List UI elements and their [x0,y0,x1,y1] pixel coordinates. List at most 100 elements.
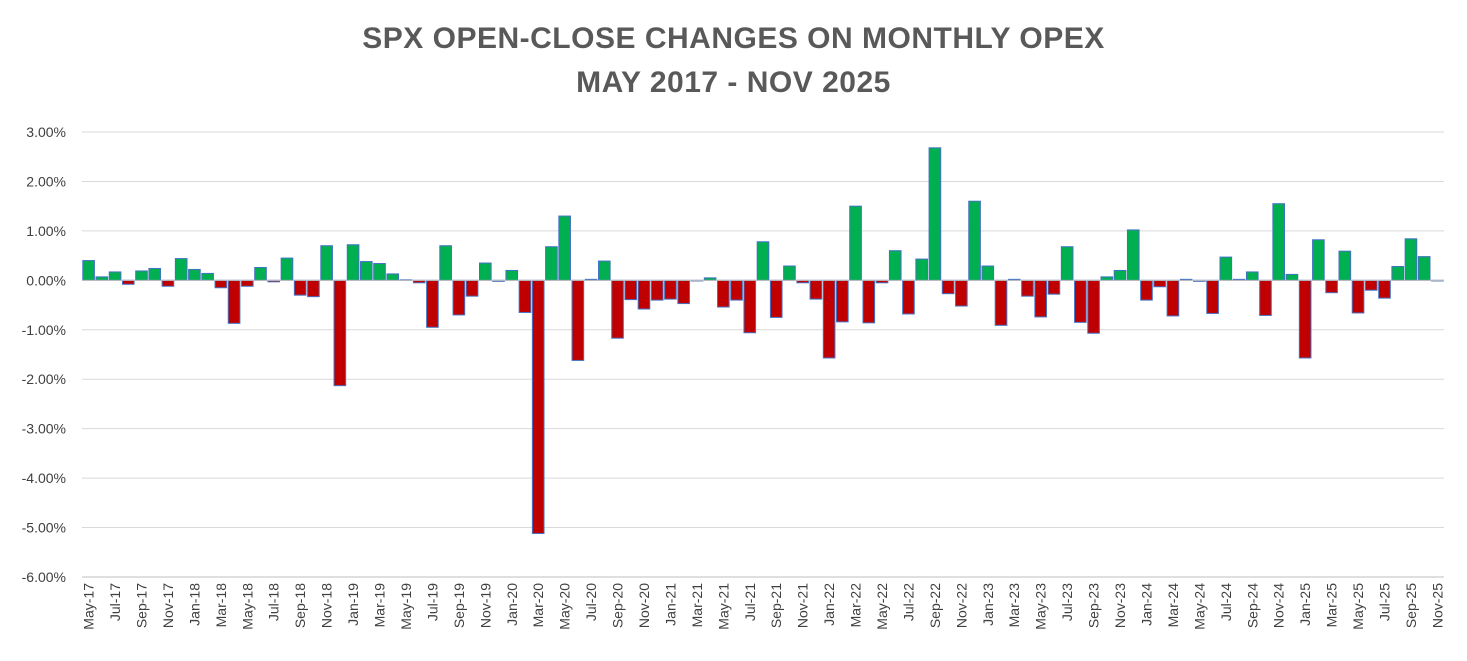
bar-jul-22 [902,279,915,315]
bar-oct-19 [465,279,479,297]
y-tick-label: -6.00% [22,569,66,585]
bar-dec-18 [333,279,347,387]
bar-nov-19 [478,262,492,281]
bar-mar-19 [373,263,386,281]
bar-nov-24 [1272,203,1286,281]
bar-mar-18 [214,279,228,289]
x-tick-label: Sep-20 [610,583,626,628]
x-tick-label: May-25 [1350,583,1366,630]
bar-apr-18 [227,279,241,324]
x-tick-label: May-20 [557,583,573,630]
x-tick-label: May-23 [1033,583,1049,630]
y-tick-label: 0.00% [26,272,66,288]
x-tick-label: Sep-18 [292,583,308,628]
x-tick-label: Jan-25 [1297,583,1313,626]
x-tick-label: Nov-21 [795,583,811,628]
bar-jan-22 [822,279,836,359]
x-tick-label: Jul-23 [1059,583,1075,621]
bar-apr-25 [1338,250,1352,281]
bar-sep-20 [611,279,624,339]
bar-dec-23 [1126,229,1140,281]
x-tick-label: Jul-19 [424,583,440,621]
x-tick-label: Nov-19 [477,583,493,628]
bar-aug-23 [1074,279,1087,323]
bar-jan-21 [664,279,677,300]
bar-aug-17 [121,279,135,285]
x-tick-label: Jul-18 [266,583,282,621]
x-tick-label: Jan-23 [980,583,996,626]
bar-jun-25 [1364,279,1378,291]
bar-nov-18 [320,245,333,281]
bar-jun-20 [571,279,585,361]
x-tick-label: Mar-21 [689,583,705,628]
bar-jun-23 [1047,279,1061,295]
bar-apr-22 [862,279,876,324]
bar-jul-19 [426,279,439,328]
bar-sep-17 [135,270,148,281]
x-tick-label: Mar-20 [530,583,546,628]
x-tick-label: Sep-19 [451,583,467,628]
bar-sep-18 [293,279,307,296]
bar-jan-20 [505,269,519,281]
x-tick-label: Jul-22 [900,583,916,621]
bar-oct-22 [941,279,955,295]
bar-jul-17 [108,271,122,281]
y-tick-label: -3.00% [22,421,66,437]
bar-mar-20 [531,279,545,534]
x-tick-label: May-21 [715,583,731,630]
bar-dec-22 [968,200,981,281]
bar-jun-22 [888,250,902,281]
x-tick-label: Sep-25 [1403,583,1419,628]
bar-mar-22 [849,205,862,281]
bar-jun-24 [1206,279,1219,314]
bar-feb-23 [994,279,1008,326]
bar-feb-19 [359,261,373,281]
x-tick-label: Mar-18 [213,583,229,628]
x-tick-label: May-22 [874,583,890,630]
bar-feb-20 [518,279,532,313]
bar-aug-19 [439,245,452,281]
chart-title: SPX OPEN-CLOSE CHANGES ON MONTHLY OPEX [362,22,1105,55]
x-tick-label: Nov-23 [1112,583,1128,628]
bar-may-18 [240,279,254,287]
bar-jul-23 [1060,246,1074,281]
x-tick-label: Jan-21 [662,583,678,626]
y-tick-label: 1.00% [26,223,66,239]
bar-aug-18 [280,257,294,281]
bar-oct-20 [624,279,638,301]
bar-oct-21 [783,265,796,281]
bar-may-21 [717,279,730,308]
bar-dec-20 [650,279,664,301]
bar-jan-25 [1298,279,1312,359]
bar-apr-19 [386,273,400,281]
x-tick-label: Nov-17 [160,583,176,628]
x-tick-label: Nov-20 [636,583,652,628]
x-tick-label: May-24 [1191,583,1207,630]
x-tick-label: Sep-22 [927,583,943,628]
bar-jan-23 [981,265,995,281]
x-tick-label: Jul-20 [583,583,599,621]
bar-mar-24 [1166,279,1180,317]
bar-may-25 [1351,279,1365,314]
bar-sep-24 [1245,271,1259,281]
bar-feb-18 [201,272,214,281]
bar-oct-24 [1259,279,1272,316]
x-tick-label: May-18 [239,583,255,630]
bar-aug-21 [756,241,770,281]
bar-sep-25 [1404,238,1418,281]
x-tick-label: Mar-23 [1006,583,1022,628]
x-tick-label: Nov-22 [953,583,969,628]
bar-nov-17 [161,279,175,287]
bar-sep-19 [452,279,466,316]
x-tick-label: Jul-24 [1218,583,1234,621]
bar-aug-20 [598,260,611,281]
x-tick-label: Nov-24 [1271,583,1287,628]
x-tick-label: Jul-17 [107,583,123,621]
bar-apr-20 [545,246,558,281]
y-tick-label: -4.00% [22,470,66,486]
x-tick-label: Jan-24 [1138,583,1154,626]
bar-nov-23 [1113,269,1127,281]
bar-dec-21 [809,279,823,300]
